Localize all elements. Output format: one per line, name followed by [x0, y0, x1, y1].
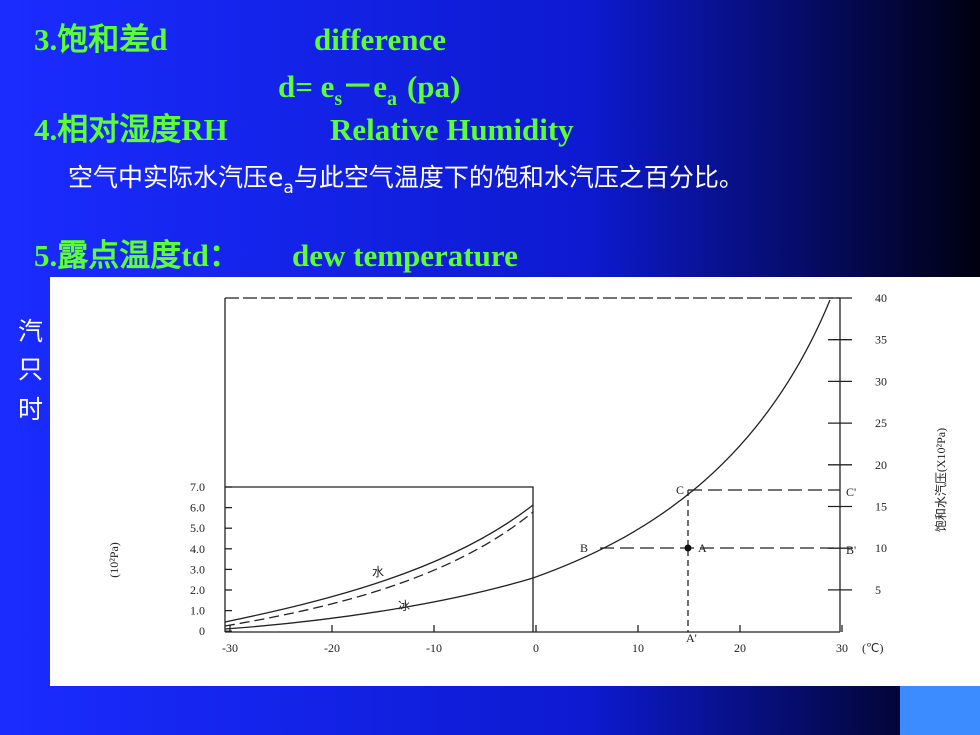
point-label: A	[698, 541, 707, 555]
left-axis-label: (10²Pa)	[107, 542, 121, 578]
formula-part: d= e	[278, 69, 334, 104]
left-tick-label: 5.0	[190, 521, 205, 535]
figure-labels: 7.0 6.0 5.0 4.0 3.0 2.0 1.0 0 40 35 30 25 20 15 10 5 -30…	[107, 291, 948, 655]
formula-sub: s	[334, 88, 342, 110]
left-tick-label: 6.0	[190, 501, 205, 515]
curve-label: 冰	[398, 599, 410, 613]
left-tick-label: 3.0	[190, 562, 205, 576]
x-tick-label: -20	[324, 641, 340, 655]
formula-sub: a	[387, 88, 397, 110]
heading-5: 5.露点温度td： dew temperature	[34, 238, 518, 273]
point-label: C	[676, 483, 684, 497]
x-unit: (℃)	[862, 641, 883, 655]
x-tick-label: 30	[836, 641, 848, 655]
corner-block	[900, 686, 980, 735]
formula-part: (pa)	[407, 69, 460, 104]
definition-sub: a	[283, 178, 293, 198]
plot	[224, 297, 841, 633]
heading-title: 4.相对湿度RH	[34, 112, 228, 147]
x-tick-label: -30	[222, 641, 238, 655]
right-tick-label: 30	[875, 374, 887, 388]
left-tick-label: 4.0	[190, 542, 205, 556]
x-tick-label: 10	[632, 641, 644, 655]
formula: d= es－ea (pa)	[278, 69, 460, 110]
left-tick-label: 0	[199, 624, 205, 638]
fragment: 汽	[18, 317, 43, 346]
ice-curve	[224, 577, 534, 630]
left-tick-label: 2.0	[190, 583, 205, 597]
right-axis-label: 饱和水汽压(X10²Pa)	[933, 428, 948, 532]
heading-3: 3.饱和差d difference	[34, 22, 446, 57]
right-tick-label: 20	[875, 458, 887, 472]
definition: 空气中实际水汽压ea与此空气温度下的饱和水汽压之百分比。	[68, 163, 744, 198]
curve-label: 水	[372, 565, 384, 579]
left-tick-label: 1.0	[190, 604, 205, 618]
right-tick-label: 5	[875, 583, 881, 597]
point-a	[684, 544, 692, 552]
heading-english: difference	[314, 22, 446, 57]
right-tick-label: 35	[875, 333, 887, 347]
heading-english: dew temperature	[292, 238, 518, 273]
definition-part: 与此空气温度下的饱和水汽压之百分比。	[294, 163, 744, 192]
hidden-fragments: 汽只时	[18, 317, 43, 424]
fragment: 时	[18, 395, 43, 424]
inset-box	[225, 486, 534, 632]
point-label: C'	[846, 485, 856, 499]
formula-part: －e	[342, 69, 387, 104]
point-label: B'	[846, 543, 856, 557]
dashed-curve	[224, 511, 534, 627]
x-tick-label: 0	[533, 641, 539, 655]
left-tick-label: 7.0	[190, 480, 205, 494]
right-tick-label: 15	[875, 500, 887, 514]
heading-english: Relative Humidity	[330, 112, 574, 147]
saturation-curve	[532, 299, 831, 579]
definition-part: 空气中实际水汽压e	[68, 163, 283, 192]
x-tick-label: -10	[426, 641, 442, 655]
heading-title: 5.露点温度td：	[34, 238, 240, 273]
fragment: 只	[18, 355, 43, 384]
figure	[50, 277, 980, 686]
point-label: A'	[686, 631, 697, 645]
heading-4: 4.相对湿度RH Relative Humidity	[34, 112, 574, 147]
right-tick-label: 10	[875, 541, 887, 555]
heading-title: 3.饱和差d	[34, 22, 168, 57]
right-tick-label: 25	[875, 416, 887, 430]
point-label: B	[580, 541, 588, 555]
right-tick-label: 40	[875, 291, 887, 305]
water-curve	[224, 504, 534, 623]
x-tick-label: 20	[734, 641, 746, 655]
